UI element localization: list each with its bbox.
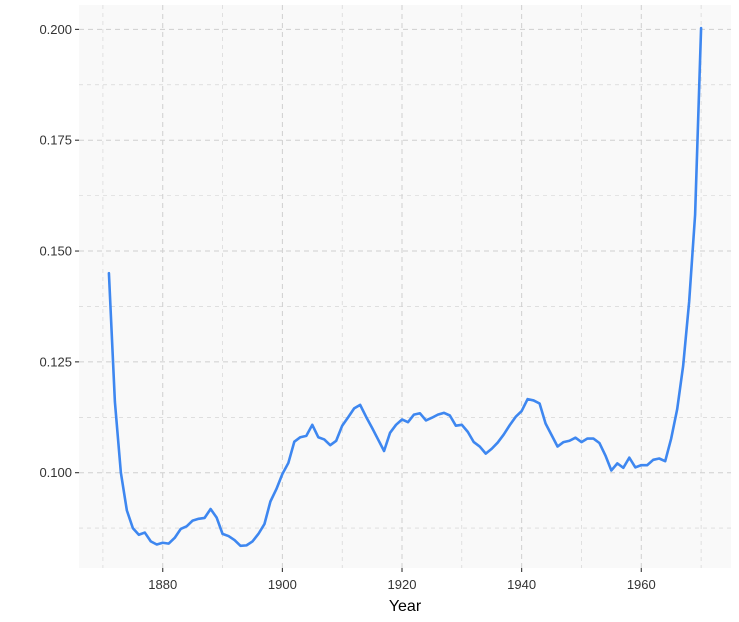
x-tick-label: 1940: [507, 577, 536, 592]
y-tick-label: 0.175: [39, 133, 72, 148]
x-tick-label: 1880: [148, 577, 177, 592]
y-tick-label: 0.125: [39, 354, 72, 369]
x-tick-label: 1900: [268, 577, 297, 592]
plot-panel: [79, 5, 731, 568]
y-tick-label: 0.200: [39, 22, 72, 37]
tick-labels: 1880 1900 1920 1940 1960 0.100 0.125 0.150 0.175…: [39, 22, 655, 592]
series-layer: [107, 26, 703, 548]
y-tick-label: 0.100: [39, 465, 72, 480]
x-axis-title: Year: [389, 598, 422, 615]
axis-ticks: [75, 28, 642, 572]
x-tick-label: 1960: [627, 577, 656, 592]
x-tick-label: 1920: [388, 577, 417, 592]
major-gridlines: [79, 5, 731, 568]
minor-gridlines: [79, 5, 731, 568]
series-line-0: [107, 26, 703, 548]
y-tick-label: 0.150: [39, 244, 72, 259]
